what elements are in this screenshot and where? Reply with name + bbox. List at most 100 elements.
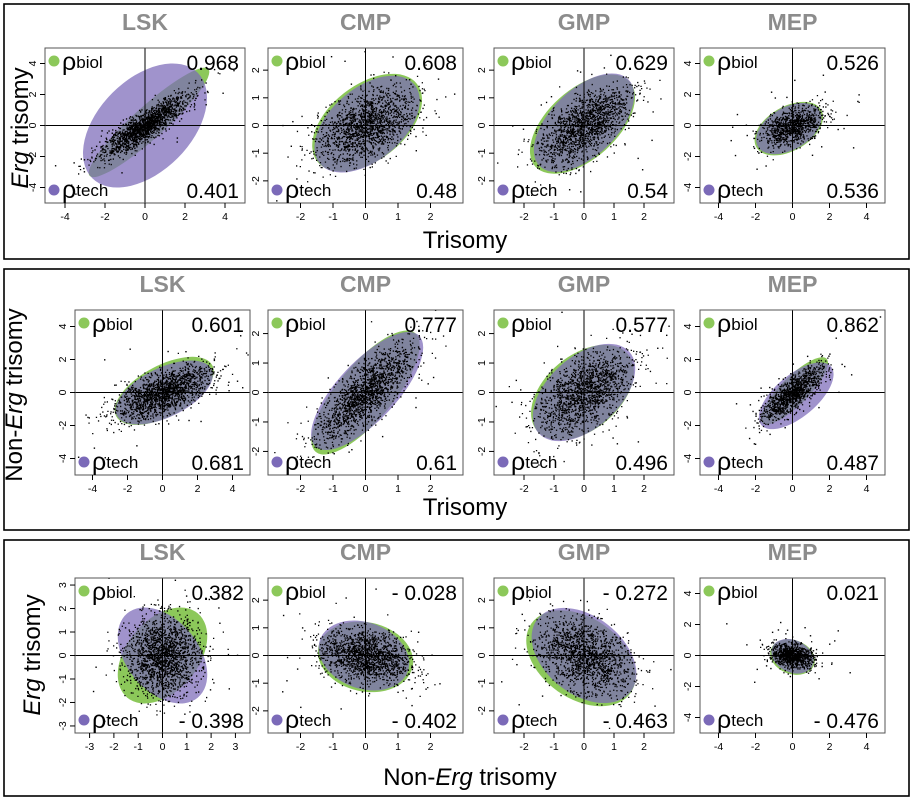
scatter-point xyxy=(616,443,619,445)
x-tick-label: -1 xyxy=(549,483,558,495)
scatter-point xyxy=(718,340,719,341)
axis-label-part: Non- xyxy=(1,430,28,482)
scatter-point xyxy=(176,137,179,139)
scatter-point xyxy=(775,651,778,653)
scatter-point xyxy=(176,141,178,143)
scatter-point xyxy=(389,130,392,133)
rho-biol-label: ρbiol xyxy=(717,48,758,76)
scatter-point xyxy=(192,393,194,396)
scatter-point xyxy=(128,131,131,134)
y-tick-label: -1 xyxy=(57,674,69,683)
scatter-point xyxy=(844,365,846,368)
scatter-point xyxy=(540,517,541,518)
x-tick-label: 0 xyxy=(581,211,587,223)
scatter-point xyxy=(639,92,641,94)
scatter-point xyxy=(560,358,562,360)
scatter-point xyxy=(492,266,493,267)
y-tick-label: 2 xyxy=(476,597,488,603)
scatter-point xyxy=(340,708,342,710)
y-tick-label: 0 xyxy=(476,122,488,128)
y-tick-label: -4 xyxy=(682,713,694,722)
scatter-point xyxy=(347,639,349,641)
x-tick-label: 2 xyxy=(641,741,647,753)
row-2: Trisomy Non-Erg trisomy LSK -4 -2 0 2 4 -4 -2 0 2 4 ρ… xyxy=(1,266,886,521)
tech-legend-dot xyxy=(497,456,509,468)
y-tick-label: 1 xyxy=(476,625,488,631)
axis-label-part: Trisomy xyxy=(423,227,507,254)
scatter-point xyxy=(765,665,768,667)
scatter-point xyxy=(620,369,622,372)
scatter-point xyxy=(128,650,131,653)
y-tick-label: 0 xyxy=(250,652,262,658)
rho-tech-label: ρtech xyxy=(285,176,331,204)
scatter-point xyxy=(794,404,797,406)
scatter-point-cloud xyxy=(286,602,436,699)
scatter-point xyxy=(228,390,230,392)
scatter-point xyxy=(546,616,549,618)
scatter-point xyxy=(165,376,167,378)
axis-label-part: Erg xyxy=(19,678,46,716)
scatter-point xyxy=(381,111,383,113)
scatter-point xyxy=(139,609,141,611)
scatter-point xyxy=(637,157,639,160)
scatter-point xyxy=(786,418,788,421)
x-tick-label: 0 xyxy=(363,211,369,223)
scatter-point xyxy=(769,113,772,116)
scatter-point xyxy=(95,666,97,668)
scatter-point xyxy=(491,583,492,584)
x-tick-label: 0 xyxy=(581,483,587,495)
scatter-point xyxy=(760,415,762,418)
scatter-point xyxy=(227,724,230,726)
scatter-point xyxy=(140,133,143,135)
scatter-point xyxy=(129,348,131,350)
x-tick-label: -4 xyxy=(88,483,97,495)
scatter-point xyxy=(327,377,330,379)
scatter-point xyxy=(432,376,435,379)
scatter-point-cloud xyxy=(274,321,447,458)
scatter-point xyxy=(636,85,638,88)
rho-tech-label: ρtech xyxy=(92,706,138,734)
y-tick-label: -1 xyxy=(250,678,262,687)
scatter-point xyxy=(134,119,137,121)
scatter-point xyxy=(794,645,796,647)
rho-tech-value: 0.61 xyxy=(416,452,457,475)
x-tick-label: -1 xyxy=(549,211,558,223)
scatter-point xyxy=(684,647,685,648)
panel-mep: MEP -4 -2 0 2 4 -4 -2 0 2 4 ρbiol 0.862 ρtech 0.487 xyxy=(682,271,886,495)
scatter-point xyxy=(780,121,782,123)
scatter-point xyxy=(373,636,376,639)
scatter-point xyxy=(366,676,369,679)
scatter-point xyxy=(549,603,552,605)
panel-title: LSK xyxy=(140,539,186,565)
axis-label-part: trisomy xyxy=(1,308,28,392)
scatter-point xyxy=(555,136,558,138)
panel-title: MEP xyxy=(768,539,818,565)
scatter-point xyxy=(571,674,574,676)
y-tick-label: -2 xyxy=(476,176,488,185)
scatter-point xyxy=(758,431,761,434)
x-tick-label: 1 xyxy=(611,211,617,223)
rho-tech-value: 0.401 xyxy=(186,180,239,203)
scatter-point xyxy=(185,351,187,353)
scatter-point xyxy=(236,380,239,382)
scatter-point xyxy=(668,325,670,327)
scatter-point xyxy=(628,127,630,129)
plot-area xyxy=(77,335,249,459)
scatter-point xyxy=(822,114,824,116)
scatter-point xyxy=(565,172,567,175)
scatter-point xyxy=(368,416,370,419)
scatter-point xyxy=(666,334,668,337)
biol-legend-dot xyxy=(497,55,509,67)
scatter-point xyxy=(373,383,375,385)
scatter-point xyxy=(777,629,780,631)
scatter-point xyxy=(396,393,399,395)
scatter-point xyxy=(213,682,215,684)
scatter-point xyxy=(173,647,175,650)
scatter-point xyxy=(401,95,404,97)
scatter-point xyxy=(415,397,417,399)
scatter-point xyxy=(602,140,604,143)
rho-tech-value: - 0.463 xyxy=(603,710,668,733)
scatter-point xyxy=(327,140,329,142)
rho-biol-label: ρbiol xyxy=(62,48,103,76)
scatter-point xyxy=(594,122,596,125)
